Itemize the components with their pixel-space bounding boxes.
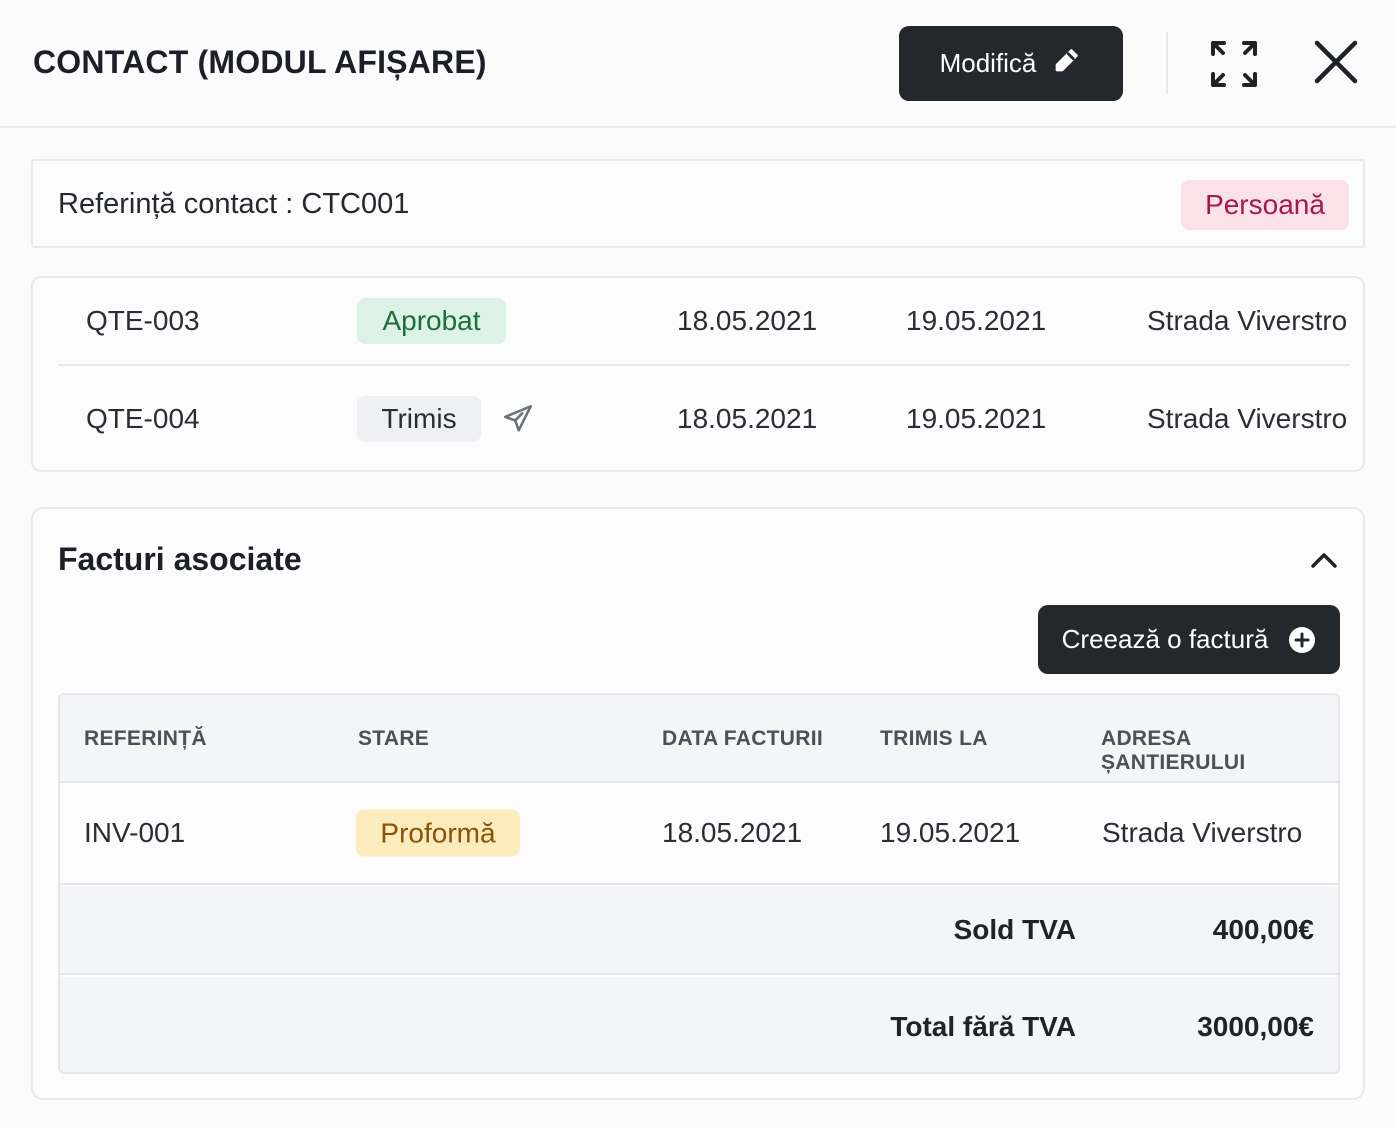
total-excl-vat-label: Total fără TVA [890, 1010, 1076, 1042]
invoice-address: Strada Viverstro [1102, 817, 1303, 848]
chevron-up-icon [1311, 553, 1337, 568]
contact-reference-card: Referință contact : CTC001 Persoană [31, 159, 1365, 248]
status-badge: Trimis [357, 396, 481, 442]
edit-button-label: Modifică [939, 48, 1037, 78]
quote-address: Strada Viverstro [1147, 305, 1348, 336]
quote-date: 18.05.2021 [677, 305, 818, 336]
invoice-date: 18.05.2021 [662, 817, 803, 848]
expand-button[interactable] [1206, 36, 1262, 92]
section-title: Facturi asociate [58, 541, 302, 577]
collapse-button[interactable] [1307, 545, 1341, 575]
edit-button[interactable]: Modifică [899, 26, 1123, 101]
create-invoice-button[interactable]: Creează o factură [1038, 605, 1340, 674]
contact-reference: Referință contact : CTC001 [58, 188, 410, 220]
invoice-reference: INV-001 [84, 817, 186, 848]
column-header-site-address[interactable]: ADRESA ȘANTIERULUI [1101, 727, 1246, 774]
invoices-section: Facturi asociate Creează o factură REFER… [31, 507, 1365, 1100]
paper-plane-icon[interactable] [501, 402, 535, 436]
vat-balance-value: 400,00€ [1212, 914, 1314, 945]
column-header-status[interactable]: STARE [358, 727, 430, 750]
invoices-table: REFERINȚĂ STARE DATA FACTURII TRIMIS LA … [58, 693, 1340, 1074]
column-header-reference[interactable]: REFERINȚĂ [84, 727, 207, 750]
pencil-icon [1052, 45, 1082, 82]
quote-sent-date: 19.05.2021 [906, 305, 1047, 336]
total-excl-vat-row: Total fără TVA 3000,00€ [60, 977, 1338, 1072]
vat-balance-label: Sold TVA [953, 914, 1076, 945]
quote-sent-date: 19.05.2021 [906, 403, 1047, 434]
create-invoice-label: Creează o factură [1061, 624, 1269, 654]
quotes-table: QTE-003 Aprobat 18.05.2021 19.05.2021 St… [31, 276, 1365, 472]
close-icon [1314, 40, 1358, 84]
table-row[interactable]: INV-001 Proformă 18.05.2021 19.05.2021 S… [60, 783, 1338, 885]
column-header-sent-to[interactable]: TRIMIS LA [880, 727, 988, 750]
plus-circle-icon [1289, 626, 1316, 653]
quote-reference: QTE-003 [86, 305, 200, 336]
table-row[interactable]: QTE-004 Trimis 18.05.2021 19.05.2021 Str… [58, 368, 1350, 470]
close-button[interactable] [1310, 36, 1362, 88]
modal-header: CONTACT (MODUL AFIȘARE) Modifică [0, 0, 1396, 128]
quote-address: Strada Viverstro [1147, 403, 1348, 434]
table-header: REFERINȚĂ STARE DATA FACTURII TRIMIS LA … [60, 695, 1338, 783]
header-divider [1166, 32, 1168, 94]
expand-icon [1211, 41, 1257, 87]
quote-date: 18.05.2021 [677, 403, 818, 434]
status-badge: Aprobat [357, 298, 506, 344]
quote-reference: QTE-004 [86, 403, 200, 434]
column-header-invoice-date[interactable]: DATA FACTURII [662, 727, 823, 750]
invoice-sent-date: 19.05.2021 [880, 817, 1021, 848]
table-row[interactable]: QTE-003 Aprobat 18.05.2021 19.05.2021 St… [58, 278, 1350, 366]
status-badge: Proformă [356, 809, 520, 857]
page-title: CONTACT (MODUL AFIȘARE) [33, 44, 487, 80]
vat-balance-row: Sold TVA 400,00€ [60, 887, 1338, 975]
contact-type-badge: Persoană [1181, 180, 1349, 230]
total-excl-vat-value: 3000,00€ [1197, 1010, 1314, 1042]
